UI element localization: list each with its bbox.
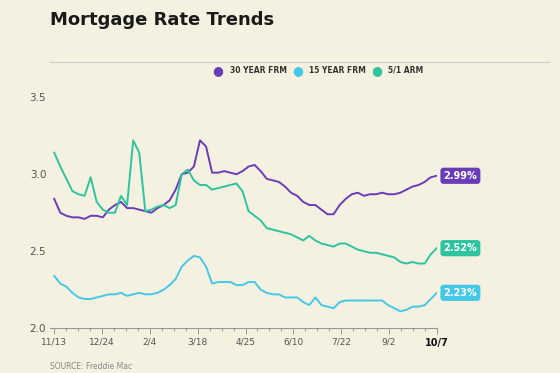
Text: 15 YEAR FRM: 15 YEAR FRM	[309, 66, 366, 75]
Text: 2.52%: 2.52%	[444, 243, 477, 253]
Text: SOURCE: Freddie Mac: SOURCE: Freddie Mac	[50, 362, 133, 371]
Text: ●: ●	[371, 64, 382, 77]
Text: 2.99%: 2.99%	[444, 171, 477, 181]
Text: 5/1 ARM: 5/1 ARM	[389, 66, 424, 75]
Text: ●: ●	[213, 64, 223, 77]
Text: ●: ●	[292, 64, 303, 77]
Text: Mortgage Rate Trends: Mortgage Rate Trends	[50, 11, 274, 29]
Text: 30 YEAR FRM: 30 YEAR FRM	[230, 66, 287, 75]
Text: 2.23%: 2.23%	[444, 288, 477, 298]
